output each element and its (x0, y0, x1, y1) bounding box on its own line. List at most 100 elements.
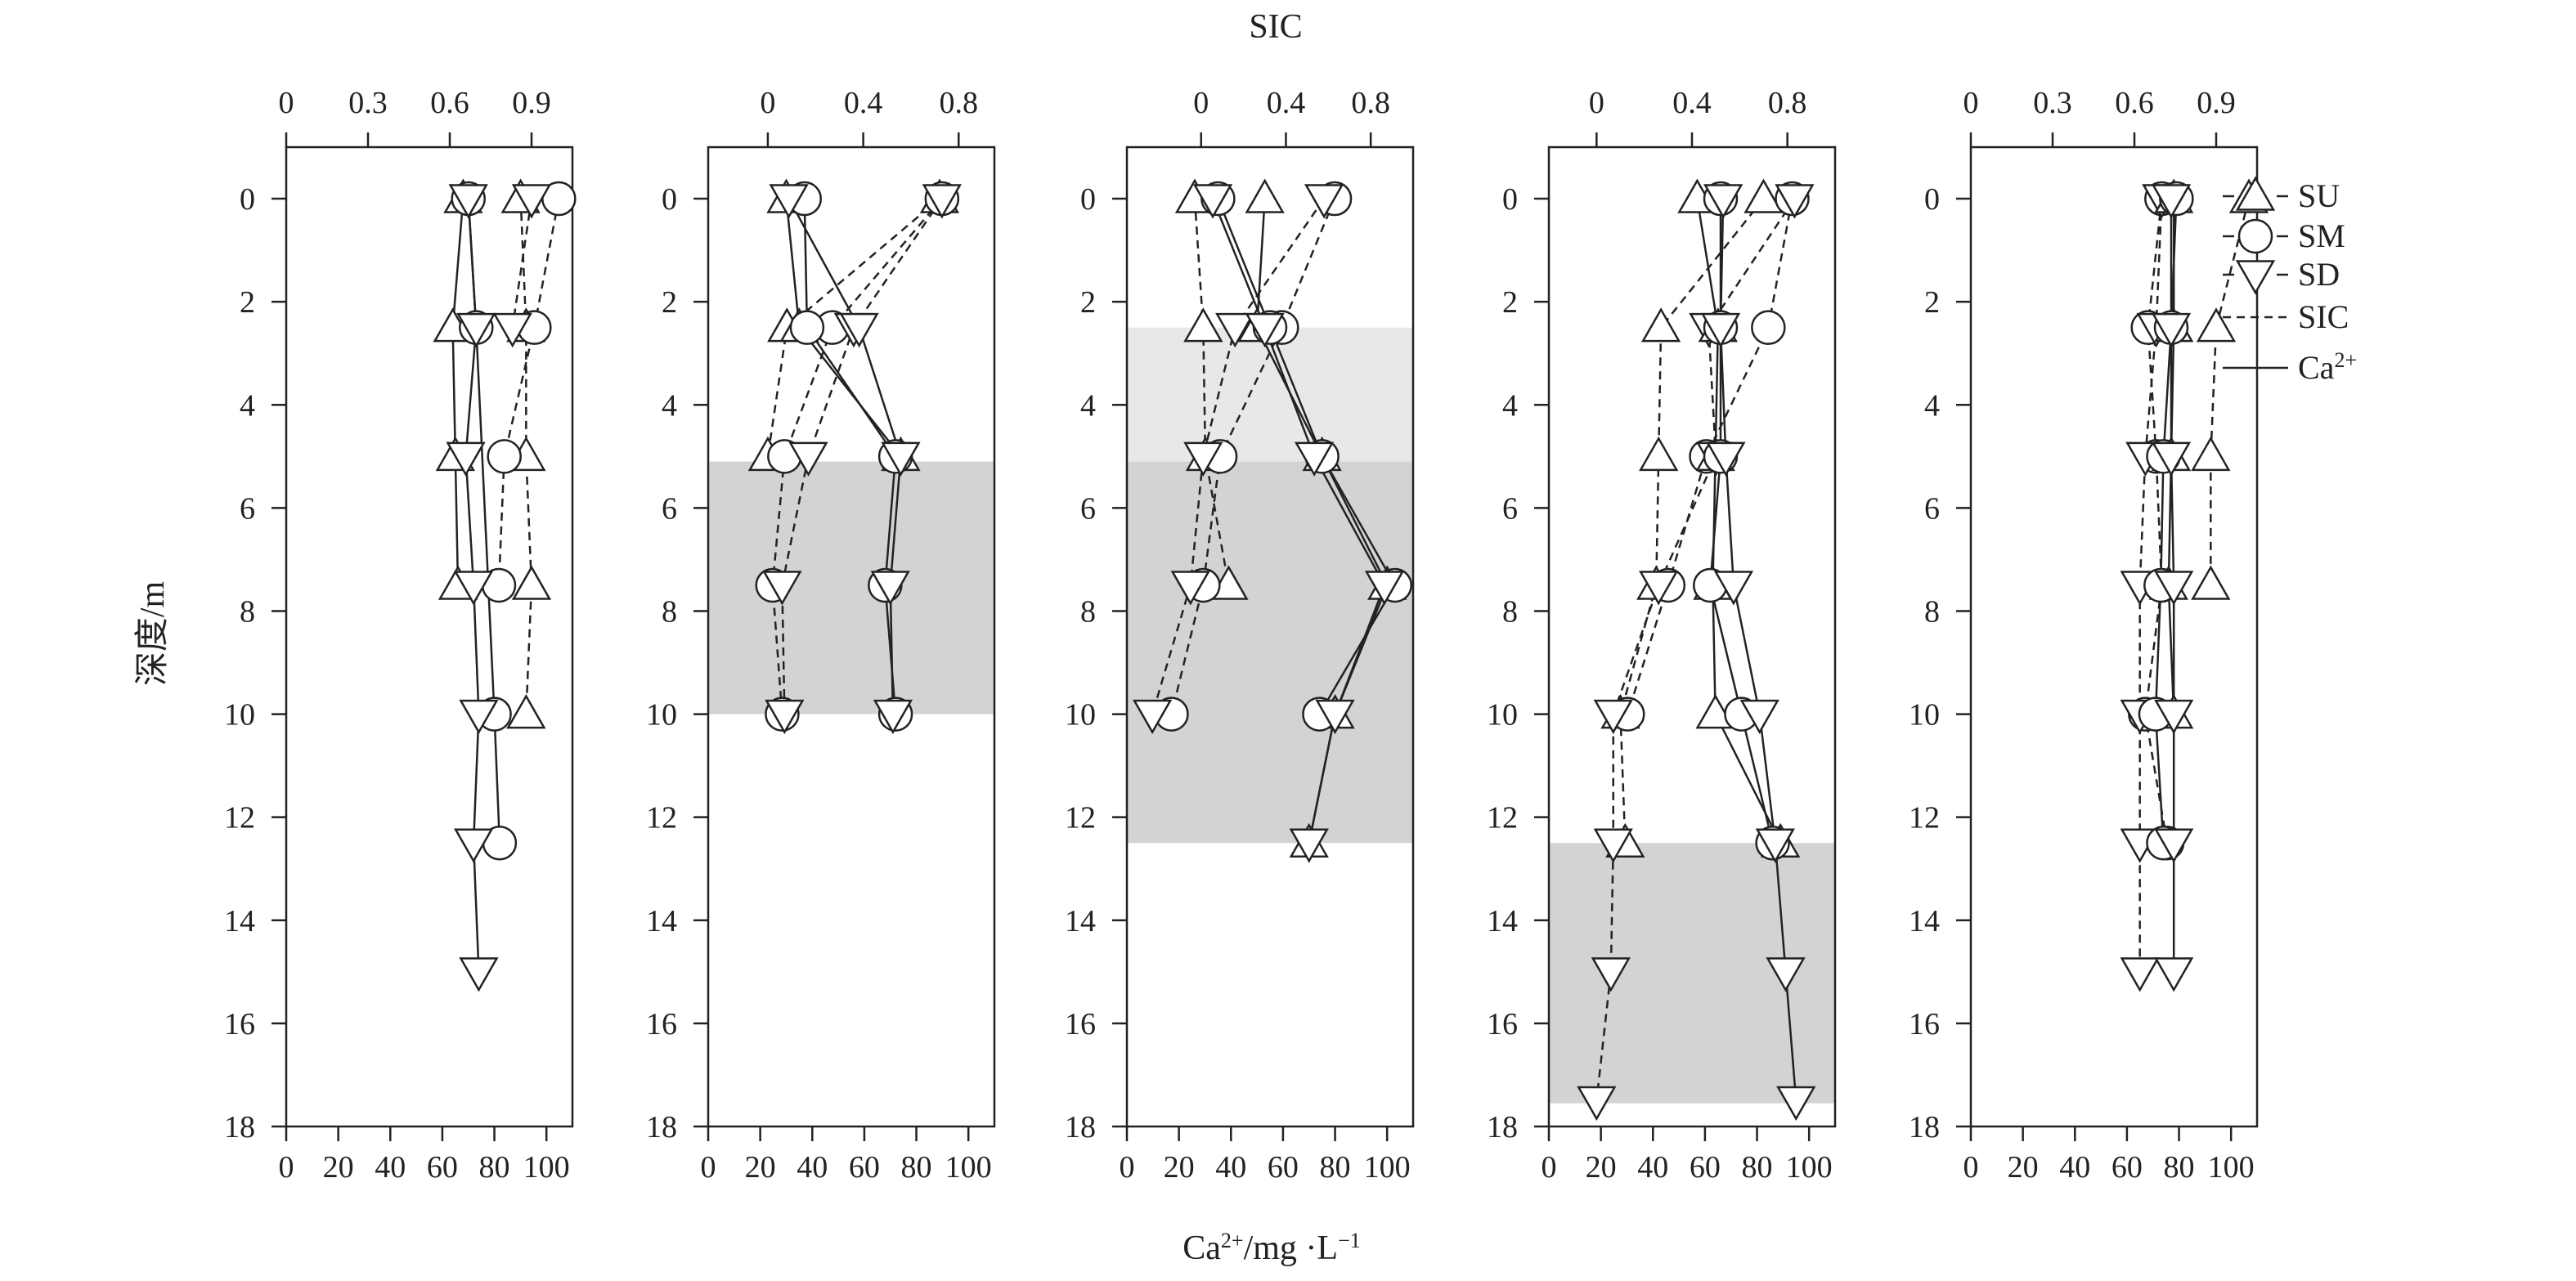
bottom-tick-label: 80 (901, 1150, 932, 1185)
y-tick-label: 10 (224, 698, 255, 732)
sic-sm-point (1751, 310, 1786, 345)
y-tick-label: 12 (1909, 801, 1940, 835)
y-tick-label: 10 (1909, 698, 1940, 732)
ca-sd-point (2151, 184, 2192, 219)
y-tick-label: 18 (224, 1110, 255, 1144)
sic-su-point (506, 694, 546, 729)
series-markers (1577, 178, 1816, 1121)
panel-4: 0 2 4 6 8 10 12 14 16 18 0 0.4 0.8 0 20 40 60 80 100 (1487, 86, 1837, 1185)
y-tick-label: 16 (1065, 1007, 1096, 1041)
top-tick-label: 0 (279, 86, 294, 120)
ca-sd-point (1776, 1086, 1816, 1121)
sic-su-point (2191, 436, 2231, 472)
bottom-tick-label: 20 (2008, 1150, 2039, 1185)
bottom-tick-label: 0 (1120, 1150, 1135, 1185)
y-tick-label: 2 (240, 285, 255, 320)
ca-sd-point (1706, 441, 1746, 477)
sic-sm-line (1627, 198, 1793, 714)
y-tick-label: 0 (662, 182, 677, 217)
y-tick-label: 8 (662, 594, 677, 629)
bottom-tick-label: 80 (1320, 1150, 1351, 1185)
y-tick-label: 12 (1487, 801, 1518, 835)
y-tick-label: 14 (224, 904, 255, 938)
ca-sd-point (459, 957, 499, 992)
ca-sd-point (1192, 184, 1233, 219)
y-tick-label: 8 (240, 594, 255, 629)
ca-sd-point (459, 699, 499, 735)
shaded-depth-band (1127, 327, 1413, 462)
y-tick-label: 6 (1080, 491, 1096, 526)
shaded-depth-band (708, 461, 994, 714)
bottom-tick-label: 60 (427, 1150, 458, 1185)
ca-sd-point (2154, 957, 2194, 992)
sic-su-point (2196, 307, 2237, 343)
ca-sd-point (1713, 571, 1754, 606)
top-tick-label: 0.9 (2197, 86, 2236, 120)
ca-sd-point (446, 441, 486, 477)
y-tick-label: 12 (1065, 801, 1096, 835)
bottom-tick-label: 60 (849, 1150, 880, 1185)
bottom-tick-label: 0 (1542, 1150, 1557, 1185)
plot-frame (1969, 146, 2259, 1128)
sic-su-point (2191, 565, 2231, 600)
ca-su-line (1696, 198, 1782, 844)
top-tick-label: 0.3 (348, 86, 388, 120)
top-tick-label: 0 (1963, 86, 1979, 120)
bottom-tick-label: 40 (375, 1150, 406, 1185)
top-tick-label: 0 (760, 86, 775, 120)
top-tick-label: 0 (1193, 86, 1209, 120)
top-tick-label: 0.4 (844, 86, 883, 120)
y-tick-label: 6 (662, 491, 677, 526)
y-tick-label: 0 (1924, 182, 1940, 217)
sic-su-line (1619, 198, 1765, 844)
ca-sd-point (1739, 699, 1779, 735)
y-tick-label: 4 (1080, 388, 1096, 423)
sic-sd-point (2120, 957, 2160, 992)
sic-sd-point (1132, 699, 1173, 735)
ca-su-line (451, 198, 464, 585)
ca-sd-point (870, 571, 910, 606)
ca-sd-point (881, 441, 921, 477)
ca-sd-point (1364, 571, 1405, 606)
bottom-tick-label: 100 (2208, 1150, 2255, 1185)
y-tick-label: 4 (1924, 388, 1940, 423)
ca-sd-point (2151, 441, 2192, 477)
sic-sd-point (1304, 184, 1344, 219)
sic-sd-point (1639, 571, 1679, 606)
y-tick-label: 12 (224, 801, 255, 835)
y-axis-title: 深度/m (134, 581, 172, 687)
y-tick-label: 10 (646, 698, 677, 732)
y-tick-label: 8 (1080, 594, 1096, 629)
triangle-down-icon (2235, 260, 2276, 295)
ca-sd-line (1211, 198, 1386, 844)
top-tick-label: 0.8 (940, 86, 979, 120)
legend-label-main: SIC (2298, 298, 2349, 335)
legend-label-sup: 2+ (2334, 348, 2357, 372)
bottom-axis-title-tail: /mg ·L (1244, 1229, 1338, 1267)
legend-label: Ca2+ (2298, 348, 2357, 387)
sic-sd-point (922, 184, 962, 219)
sic-sm-line (2144, 198, 2169, 844)
ca-sd-point (2154, 571, 2194, 606)
top-tick-label: 0.8 (1768, 86, 1807, 120)
ca-sd-point (1700, 312, 1741, 348)
sic-su-line (2210, 198, 2251, 585)
series-markers (433, 178, 577, 992)
panel-1: 0 2 4 6 8 10 12 14 16 18 0 0.3 0.6 0.9 0 20 40 60 80 100 (224, 86, 577, 1185)
sic-sd-point (762, 571, 802, 606)
sic-sd-point (1775, 184, 1815, 219)
bottom-tick-label: 100 (1364, 1150, 1411, 1185)
ca-sd-point (1755, 828, 1795, 863)
y-tick-label: 6 (1924, 491, 1940, 526)
ca-sd-point (2154, 828, 2194, 863)
sic-sd-point (1183, 441, 1223, 477)
ca-su-point (1245, 178, 1285, 213)
sic-su-point (1183, 307, 1223, 343)
bottom-axis-title-sup: 2+ (1221, 1229, 1244, 1252)
sic-sd-line (1595, 198, 1796, 1101)
bottom-tick-label: 40 (797, 1150, 828, 1185)
ca-sd-point (769, 184, 809, 219)
bottom-tick-label: 20 (323, 1150, 354, 1185)
y-tick-label: 18 (1487, 1110, 1518, 1144)
ca-sd-point (448, 184, 488, 219)
